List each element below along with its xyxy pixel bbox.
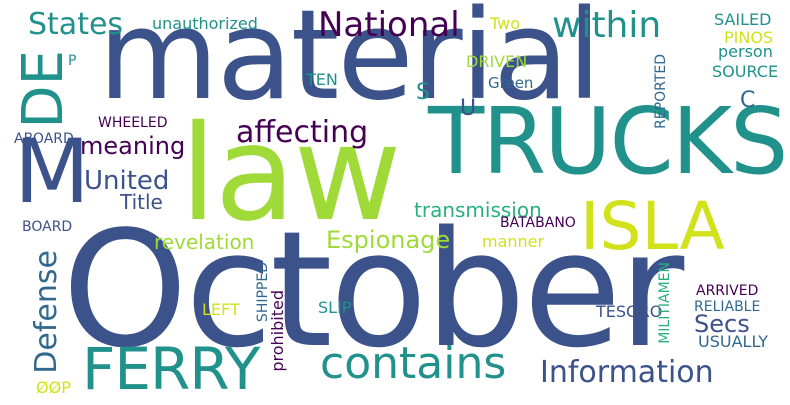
word-oop: ØØP bbox=[36, 378, 71, 397]
word-u: U bbox=[460, 96, 477, 121]
word-transmission: transmission bbox=[414, 198, 542, 222]
word-prohibited: prohibited bbox=[268, 290, 287, 372]
word-left: LEFT bbox=[202, 300, 240, 319]
word-m: M bbox=[14, 120, 90, 223]
word-manner: manner bbox=[482, 232, 545, 251]
word-states: States bbox=[28, 7, 124, 42]
word-wheeled: WHEELED bbox=[98, 115, 168, 131]
word-within: within bbox=[552, 5, 662, 46]
word-secs: Secs bbox=[694, 310, 750, 338]
word-reported: REPORTED bbox=[653, 54, 669, 129]
word-ferry: FERRY bbox=[82, 335, 260, 403]
word-p: P bbox=[68, 53, 77, 69]
word-reliable: RELIABLE bbox=[694, 299, 761, 315]
word-united: United bbox=[84, 166, 170, 196]
word-c: C bbox=[740, 88, 756, 113]
word-defense: Defense bbox=[29, 250, 64, 374]
word-de: DE bbox=[11, 50, 76, 129]
word-october: October bbox=[62, 196, 684, 383]
word-batabano: BATABANO bbox=[500, 215, 576, 231]
word-arrived: ARRIVED bbox=[696, 283, 759, 299]
word-law: law bbox=[180, 97, 402, 251]
word-green: Green bbox=[488, 74, 534, 92]
word-militiamen: MILITIAMEN bbox=[657, 262, 673, 344]
word-meaning: meaning bbox=[80, 132, 186, 160]
word-isla: ISLA bbox=[580, 188, 725, 265]
word-trucks: TRUCKS bbox=[428, 88, 788, 195]
word-national: National bbox=[318, 5, 460, 45]
word-unauthorized: unauthorized bbox=[152, 14, 258, 33]
word-sailed: SAILED bbox=[714, 10, 772, 29]
word-s: S bbox=[416, 80, 430, 105]
word-material: material bbox=[98, 0, 602, 128]
word-tesoro: TESORO bbox=[596, 302, 663, 321]
word-information: Information bbox=[540, 355, 714, 390]
word-espionage: Espionage bbox=[326, 226, 451, 254]
word-board: BOARD bbox=[22, 219, 73, 235]
word-aboard: ABOARD bbox=[14, 131, 74, 147]
word-contains: contains bbox=[320, 338, 507, 389]
word-title: Title bbox=[120, 190, 163, 214]
word-source: SOURCE bbox=[712, 62, 779, 81]
word-two: Two bbox=[490, 14, 520, 33]
word-person: person bbox=[718, 42, 773, 61]
word-driven: DRIVEN bbox=[466, 52, 528, 71]
word-usually: USUALLY bbox=[698, 332, 768, 351]
word-slip: SLIP bbox=[318, 298, 352, 317]
word-affecting: affecting bbox=[236, 115, 369, 150]
word-pinos: PINOS bbox=[724, 28, 774, 47]
word-revelation: revelation bbox=[154, 230, 255, 254]
word-ten: TEN bbox=[306, 70, 338, 89]
